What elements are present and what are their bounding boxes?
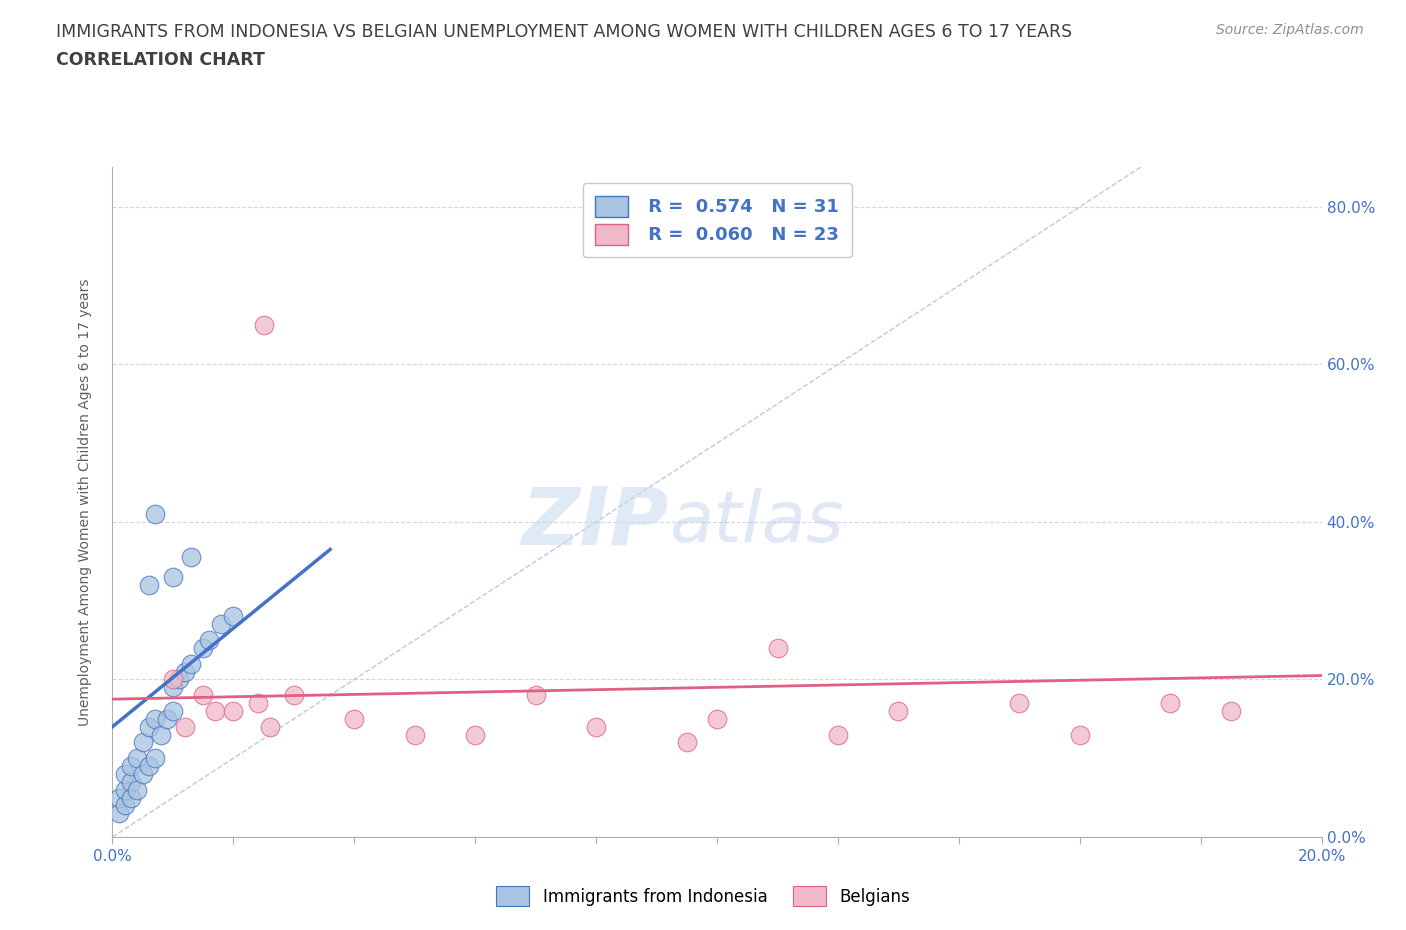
Point — [114, 782, 136, 797]
Point — [222, 609, 245, 624]
Point — [524, 688, 547, 703]
Point — [1069, 727, 1091, 742]
Point — [887, 703, 910, 718]
Point — [1220, 703, 1243, 718]
Point — [138, 578, 160, 592]
Point — [827, 727, 849, 742]
Point — [585, 719, 607, 734]
Point — [120, 790, 142, 805]
Text: atlas: atlas — [669, 488, 844, 557]
Point — [120, 775, 142, 790]
Point — [138, 759, 160, 774]
Point — [156, 711, 179, 726]
Point — [706, 711, 728, 726]
Point — [209, 617, 232, 631]
Point — [149, 727, 172, 742]
Point — [246, 696, 269, 711]
Text: ZIP: ZIP — [522, 484, 669, 562]
Point — [464, 727, 486, 742]
Point — [107, 790, 129, 805]
Point — [1008, 696, 1031, 711]
Point — [132, 735, 155, 750]
Text: IMMIGRANTS FROM INDONESIA VS BELGIAN UNEMPLOYMENT AMONG WOMEN WITH CHILDREN AGES: IMMIGRANTS FROM INDONESIA VS BELGIAN UNE… — [56, 23, 1073, 41]
Point — [107, 806, 129, 821]
Legend:  R =  0.574   N = 31,  R =  0.060   N = 23: R = 0.574 N = 31, R = 0.060 N = 23 — [582, 183, 852, 258]
Point — [143, 751, 166, 765]
Point — [343, 711, 366, 726]
Point — [162, 672, 184, 687]
Point — [143, 507, 166, 522]
Point — [162, 569, 184, 584]
Point — [766, 641, 789, 656]
Point — [204, 703, 226, 718]
Y-axis label: Unemployment Among Women with Children Ages 6 to 17 years: Unemployment Among Women with Children A… — [77, 278, 91, 726]
Text: Source: ZipAtlas.com: Source: ZipAtlas.com — [1216, 23, 1364, 37]
Point — [167, 672, 190, 687]
Point — [125, 751, 148, 765]
Point — [162, 680, 184, 695]
Point — [191, 688, 214, 703]
Legend: Immigrants from Indonesia, Belgians: Immigrants from Indonesia, Belgians — [489, 880, 917, 912]
Point — [404, 727, 426, 742]
Point — [120, 759, 142, 774]
Text: CORRELATION CHART: CORRELATION CHART — [56, 51, 266, 69]
Point — [174, 719, 197, 734]
Point — [114, 766, 136, 781]
Point — [132, 766, 155, 781]
Point — [198, 632, 221, 647]
Point — [162, 703, 184, 718]
Point — [1159, 696, 1181, 711]
Point — [253, 317, 276, 332]
Point — [283, 688, 305, 703]
Point — [125, 782, 148, 797]
Point — [174, 664, 197, 679]
Point — [191, 641, 214, 656]
Point — [222, 703, 245, 718]
Point — [259, 719, 281, 734]
Point — [675, 735, 697, 750]
Point — [143, 711, 166, 726]
Point — [114, 798, 136, 813]
Point — [138, 719, 160, 734]
Point — [180, 657, 202, 671]
Point — [180, 550, 202, 565]
